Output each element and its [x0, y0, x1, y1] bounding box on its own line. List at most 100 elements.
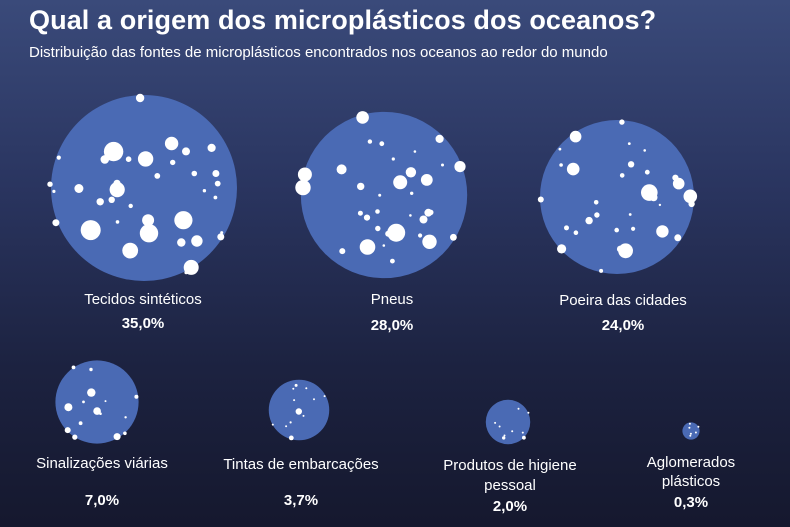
particle-dot — [494, 421, 497, 424]
particle-dot — [64, 403, 73, 412]
particle-dot — [295, 408, 302, 415]
bubble — [682, 422, 700, 440]
particle-dot — [616, 245, 624, 253]
particle-dot — [627, 142, 631, 146]
bubble-group: Poeira das cidades 24,0% — [537, 119, 698, 334]
particle-dot — [454, 161, 466, 173]
particle-dot — [134, 394, 139, 399]
particle-dot — [566, 162, 580, 176]
particle-dot — [619, 173, 625, 178]
particle-dot — [363, 214, 371, 221]
particle-dot — [207, 143, 216, 152]
bubble — [485, 399, 531, 445]
chart-subtitle: Distribuição das fontes de microplástico… — [29, 44, 608, 61]
category-label: pessoal — [484, 477, 536, 494]
particle-dot — [627, 161, 635, 168]
particle-dot — [104, 400, 107, 403]
particle-dot — [52, 189, 56, 193]
particle-dot — [139, 224, 159, 243]
particle-dot — [103, 141, 124, 162]
particle-dot — [285, 425, 288, 428]
particle-dot — [382, 244, 386, 247]
particle-dot — [689, 432, 692, 435]
particle-dot — [420, 174, 433, 186]
particle-dot — [99, 412, 102, 416]
particle-dot — [619, 119, 625, 125]
particle-dot — [212, 170, 220, 177]
particle-dot — [115, 220, 120, 224]
particle-dot — [294, 383, 298, 387]
particle-dot — [118, 436, 121, 439]
particle-dot — [379, 141, 385, 147]
value-label: 24,0% — [602, 317, 645, 334]
particle-dot — [214, 180, 221, 187]
particle-dot — [170, 159, 176, 166]
particle-dot — [71, 365, 76, 370]
particle-dot — [697, 425, 700, 428]
particle-dot — [558, 147, 562, 151]
bubble — [539, 119, 695, 275]
particle-dot — [409, 214, 412, 217]
particle-dot — [52, 219, 60, 227]
particle-dot — [289, 421, 292, 424]
particle-dot — [688, 422, 691, 425]
particle-dot — [72, 434, 78, 440]
particle-dot — [313, 398, 315, 401]
particle-dot — [375, 209, 380, 214]
bubble-group: Produtos de higiene pessoal 2,0% — [443, 399, 577, 515]
particle-dot — [435, 134, 444, 143]
particle-dot — [390, 258, 395, 264]
particle-dot — [419, 215, 428, 224]
particle-dot — [569, 130, 582, 143]
particle-dot — [336, 164, 347, 175]
value-label: 28,0% — [371, 317, 414, 334]
particle-dot — [378, 193, 382, 197]
value-label: 3,7% — [284, 492, 318, 509]
category-label: Sinalizações viárias — [36, 455, 168, 472]
particle-dot — [594, 212, 600, 218]
bubble-group: Sinalizações viárias 7,0% — [36, 360, 168, 509]
particle-dot — [511, 430, 514, 433]
particle-dot — [339, 248, 346, 255]
category-label: Aglomerados — [647, 454, 735, 471]
particle-dot — [683, 189, 698, 204]
particle-dot — [74, 184, 84, 193]
particle-dot — [135, 93, 145, 103]
particle-dot — [271, 423, 274, 426]
particle-dot — [644, 169, 650, 175]
bubble-group: Aglomerados plásticos 0,3% — [647, 422, 735, 511]
particle-dot — [656, 225, 669, 238]
particle-dot — [503, 434, 506, 437]
particle-dot — [674, 234, 682, 242]
particle-dot — [47, 181, 53, 187]
particle-dot — [521, 431, 524, 434]
particle-dot — [93, 407, 101, 415]
particle-dot — [82, 400, 85, 404]
particle-dot — [128, 203, 133, 209]
particle-dot — [177, 238, 186, 247]
particle-dot — [295, 179, 311, 196]
particle-dot — [137, 151, 154, 167]
particle-dot — [688, 426, 691, 429]
particle-dot — [522, 435, 526, 440]
bubble-group: Tecidos sintéticos 35,0% — [47, 93, 237, 332]
particle-dot — [125, 156, 132, 162]
particle-dot — [418, 233, 423, 238]
particle-dot — [89, 367, 93, 372]
particle-dot — [387, 223, 406, 242]
particle-dot — [593, 200, 599, 205]
particle-dot — [217, 233, 225, 241]
particle-dot — [422, 234, 437, 249]
particle-dot — [108, 196, 115, 203]
particle-dot — [537, 196, 544, 203]
particle-dot — [517, 407, 520, 410]
particle-dot — [367, 139, 373, 144]
particle-dot — [202, 189, 207, 193]
particle-dot — [122, 242, 139, 259]
category-label: Tecidos sintéticos — [84, 291, 202, 308]
particle-dot — [564, 225, 569, 231]
particle-dot — [502, 436, 506, 440]
value-label: 0,3% — [674, 494, 708, 511]
particle-dot — [614, 227, 619, 233]
particle-dot — [290, 436, 293, 440]
